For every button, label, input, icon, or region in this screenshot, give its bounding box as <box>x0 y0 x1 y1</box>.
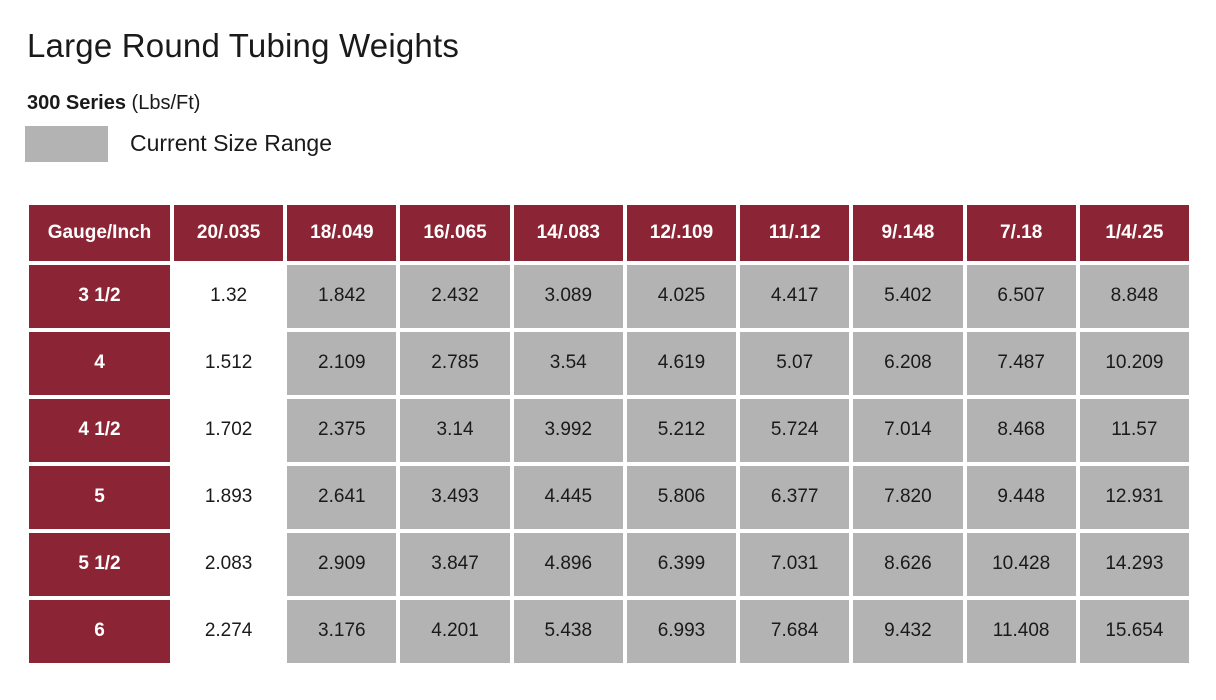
weight-cell: 11.408 <box>966 599 1076 663</box>
col-header-gauge-inch: Gauge/Inch <box>29 204 170 261</box>
series-label: 300 Series <box>27 91 126 114</box>
table-row: 6 2.274 3.176 4.201 5.438 6.993 7.684 9.432 11.4… <box>29 599 1189 663</box>
table-row: 3 1/2 1.32 1.842 2.432 3.089 4.025 4.417 5.402 6… <box>29 264 1189 328</box>
table-row: 4 1/2 1.702 2.375 3.14 3.992 5.212 5.724 7.014 8… <box>29 398 1189 462</box>
table-row: 5 1/2 2.083 2.909 3.847 4.896 6.399 7.031 8.626… <box>29 532 1189 596</box>
weight-cell: 8.848 <box>1079 264 1189 328</box>
weight-cell: 3.089 <box>513 264 623 328</box>
weight-cell: 12.931 <box>1079 465 1189 529</box>
weight-cell: 4.201 <box>400 599 510 663</box>
col-header-gauge: 1/4/.25 <box>1079 204 1189 261</box>
weight-cell: 5.07 <box>740 331 850 395</box>
weight-cell: 3.847 <box>400 532 510 596</box>
col-header-gauge: 14/.083 <box>513 204 623 261</box>
weight-cell: 14.293 <box>1079 532 1189 596</box>
weight-cell: 3.992 <box>513 398 623 462</box>
weight-cell: 4.896 <box>513 532 623 596</box>
weight-cell: 9.432 <box>853 599 963 663</box>
weight-cell: 8.468 <box>966 398 1076 462</box>
weight-cell: 11.57 <box>1079 398 1189 462</box>
row-header-size: 3 1/2 <box>29 264 170 328</box>
col-header-gauge: 9/.148 <box>853 204 963 261</box>
weight-cell: 5.806 <box>626 465 737 529</box>
weight-cell: 4.619 <box>626 331 737 395</box>
weight-cell: 3.14 <box>400 398 510 462</box>
weight-cell: 9.448 <box>966 465 1076 529</box>
weight-cell: 5.438 <box>513 599 623 663</box>
weight-cell: 5.724 <box>740 398 850 462</box>
weight-cell: 15.654 <box>1079 599 1189 663</box>
table-row: 5 1.893 2.641 3.493 4.445 5.806 6.377 7.820 9.44… <box>29 465 1189 529</box>
weight-cell: 3.493 <box>400 465 510 529</box>
weight-cell: 6.993 <box>626 599 737 663</box>
weight-cell: 7.031 <box>740 532 850 596</box>
weight-cell: 4.445 <box>513 465 623 529</box>
weight-cell: 2.375 <box>287 398 397 462</box>
weight-cell: 7.014 <box>853 398 963 462</box>
weight-cell: 2.432 <box>400 264 510 328</box>
weight-cell: 4.417 <box>740 264 850 328</box>
col-header-gauge: 16/.065 <box>400 204 510 261</box>
legend-swatch-gray <box>25 125 108 162</box>
weight-cell: 6.507 <box>966 264 1076 328</box>
table-body: 3 1/2 1.32 1.842 2.432 3.089 4.025 4.417 5.402 6… <box>29 264 1189 663</box>
table-header-row: Gauge/Inch 20/.035 18/.049 16/.065 14/.083 12… <box>29 204 1189 261</box>
col-header-gauge: 11/.12 <box>740 204 850 261</box>
weight-cell: 4.025 <box>626 264 737 328</box>
weight-cell: 2.109 <box>287 331 397 395</box>
weight-cell: 1.32 <box>174 264 284 328</box>
weight-cell: 5.212 <box>626 398 737 462</box>
row-header-size: 4 1/2 <box>29 398 170 462</box>
col-header-gauge: 20/.035 <box>174 204 284 261</box>
col-header-gauge: 7/.18 <box>966 204 1076 261</box>
weight-cell: 1.842 <box>287 264 397 328</box>
weight-cell: 3.54 <box>513 331 623 395</box>
weight-cell: 3.176 <box>287 599 397 663</box>
tubing-weights-table: Gauge/Inch 20/.035 18/.049 16/.065 14/.083 12… <box>25 201 1193 667</box>
weight-cell: 10.428 <box>966 532 1076 596</box>
col-header-gauge: 12/.109 <box>626 204 737 261</box>
series-unit: (Lbs/Ft) <box>131 91 201 114</box>
page-title: Large Round Tubing Weights <box>27 27 460 64</box>
weight-cell: 7.684 <box>740 599 850 663</box>
row-header-size: 6 <box>29 599 170 663</box>
weight-cell: 2.641 <box>287 465 397 529</box>
weight-cell: 2.083 <box>174 532 284 596</box>
weight-cell: 1.512 <box>174 331 284 395</box>
row-header-size: 5 1/2 <box>29 532 170 596</box>
weight-cell: 2.785 <box>400 331 510 395</box>
series-subtitle: 300 Series (Lbs/Ft) <box>27 91 1193 115</box>
weight-cell: 1.893 <box>174 465 284 529</box>
weight-cell: 2.909 <box>287 532 397 596</box>
weight-cell: 6.208 <box>853 331 963 395</box>
legend-label: Current Size Range <box>130 130 332 157</box>
row-header-size: 4 <box>29 331 170 395</box>
table-header: Gauge/Inch 20/.035 18/.049 16/.065 14/.083 12… <box>29 204 1189 261</box>
weight-cell: 7.820 <box>853 465 963 529</box>
weight-cell: 6.377 <box>740 465 850 529</box>
col-header-gauge: 18/.049 <box>287 204 397 261</box>
weight-cell: 7.487 <box>966 331 1076 395</box>
table-row: 4 1.512 2.109 2.785 3.54 4.619 5.07 6.208 7.487 1… <box>29 331 1189 395</box>
weight-cell: 2.274 <box>174 599 284 663</box>
legend: Current Size Range <box>25 125 1193 162</box>
weight-cell: 5.402 <box>853 264 963 328</box>
weight-cell: 10.209 <box>1079 331 1189 395</box>
row-header-size: 5 <box>29 465 170 529</box>
weight-cell: 8.626 <box>853 532 963 596</box>
weight-cell: 6.399 <box>626 532 737 596</box>
weight-cell: 1.702 <box>174 398 284 462</box>
